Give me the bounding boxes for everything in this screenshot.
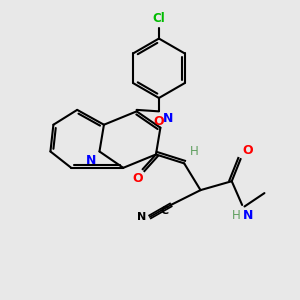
Text: N: N bbox=[137, 212, 146, 222]
Text: H: H bbox=[232, 208, 241, 222]
Text: O: O bbox=[133, 172, 143, 185]
Text: Cl: Cl bbox=[152, 12, 165, 25]
Text: N: N bbox=[163, 112, 173, 125]
Text: O: O bbox=[243, 144, 254, 158]
Text: N: N bbox=[243, 208, 253, 222]
Text: C: C bbox=[160, 206, 169, 217]
Text: N: N bbox=[86, 154, 97, 167]
Text: H: H bbox=[190, 145, 199, 158]
Text: O: O bbox=[154, 115, 164, 128]
